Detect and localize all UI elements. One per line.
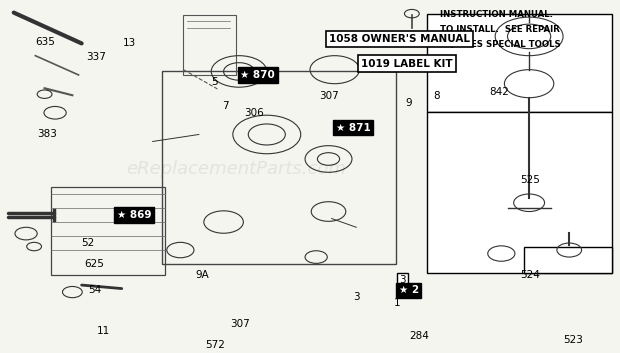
Text: 7: 7 <box>223 101 229 112</box>
Text: 13: 13 <box>123 38 136 48</box>
Text: 306: 306 <box>244 108 264 119</box>
Text: 523: 523 <box>563 335 583 345</box>
Text: 337: 337 <box>87 53 107 62</box>
Text: 572: 572 <box>205 340 225 349</box>
Bar <box>427 14 613 112</box>
Text: 1: 1 <box>393 298 400 307</box>
Text: 9A: 9A <box>196 270 210 280</box>
Bar <box>184 16 236 75</box>
Text: ★ 2: ★ 2 <box>399 285 419 295</box>
Text: 307: 307 <box>319 91 339 101</box>
Text: INSTRUCTION MANUAL.: INSTRUCTION MANUAL. <box>440 11 552 19</box>
Text: 524: 524 <box>520 270 540 280</box>
Bar <box>427 112 613 273</box>
Bar <box>162 71 396 264</box>
Text: ★ 869: ★ 869 <box>117 210 151 220</box>
Text: 8: 8 <box>433 91 440 101</box>
Text: ★ 870: ★ 870 <box>240 70 275 80</box>
Bar <box>523 246 613 273</box>
Text: 9: 9 <box>405 98 412 108</box>
Text: 525: 525 <box>520 175 540 185</box>
Text: 3: 3 <box>399 275 406 285</box>
Text: 842: 842 <box>489 88 509 97</box>
Text: 11: 11 <box>97 325 110 336</box>
Text: 1019 LABEL KIT: 1019 LABEL KIT <box>361 59 453 68</box>
Text: 5: 5 <box>211 77 218 87</box>
Text: 54: 54 <box>88 285 101 295</box>
Text: ★ REQUIRES SPECIAL TOOLS: ★ REQUIRES SPECIAL TOOLS <box>424 40 561 49</box>
Text: 307: 307 <box>230 319 249 329</box>
Text: 625: 625 <box>85 259 105 269</box>
Text: eReplacementParts.com: eReplacementParts.com <box>126 161 346 179</box>
Text: 52: 52 <box>82 238 95 248</box>
Bar <box>51 187 165 275</box>
Text: 635: 635 <box>35 37 55 47</box>
Text: 1058 OWNER'S MANUAL: 1058 OWNER'S MANUAL <box>329 34 470 44</box>
Text: TO INSTALL.  SEE REPAIR: TO INSTALL. SEE REPAIR <box>440 25 559 34</box>
Text: 284: 284 <box>409 331 428 341</box>
Text: 3: 3 <box>353 292 360 302</box>
Text: 383: 383 <box>37 130 57 139</box>
Text: ★ 871: ★ 871 <box>336 122 371 132</box>
Text: 10: 10 <box>414 63 427 73</box>
